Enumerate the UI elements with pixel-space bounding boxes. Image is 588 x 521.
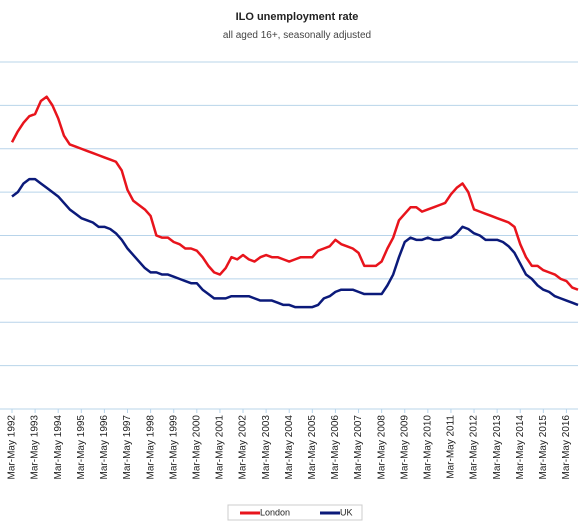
x-tick-label: Mar-May 2014 — [515, 415, 526, 480]
x-tick-label: Mar-May 2010 — [422, 415, 433, 480]
x-tick-label: Mar-May 2011 — [446, 415, 457, 479]
x-tick-label: Mar-May 2000 — [191, 415, 202, 480]
x-tick-label: Mar-May 2016 — [561, 415, 572, 480]
x-tick-label: Mar-May 2006 — [330, 415, 341, 480]
series-line — [10, 95, 579, 291]
x-tick-label: Mar-May 2009 — [399, 415, 410, 480]
x-tick-label: Mar-May 1994 — [53, 415, 64, 480]
x-tick-label: Mar-May 2001 — [215, 415, 226, 480]
x-tick-label: Mar-May 1992 — [7, 415, 18, 480]
x-tick-label: Mar-May 2005 — [307, 415, 318, 480]
x-tick-label: Mar-May 1999 — [168, 415, 179, 480]
x-tick-label: Mar-May 1995 — [76, 415, 87, 480]
legend-label: UK — [340, 507, 353, 517]
x-tick-label: Mar-May 2012 — [469, 415, 480, 480]
x-tick-label: Mar-May 2013 — [492, 415, 503, 480]
x-tick-label: Mar-May 2002 — [238, 415, 249, 480]
x-tick-label: Mar-May 1997 — [122, 415, 133, 480]
x-tick-label: Mar-May 2008 — [376, 415, 387, 480]
x-tick-label: Mar-May 1998 — [145, 415, 156, 480]
x-tick-label: Mar-May 2015 — [538, 415, 549, 480]
x-tick-label: Mar-May 2003 — [261, 415, 272, 480]
x-tick-label: Mar-May 2004 — [284, 415, 295, 480]
chart-subtitle: all aged 16+, seasonally adjusted — [223, 30, 371, 41]
x-tick-label: Mar-May 2007 — [353, 415, 364, 480]
chart-title: ILO unemployment rate — [236, 11, 359, 23]
legend-label: London — [260, 507, 290, 517]
x-tick-label: Mar-May 1993 — [30, 415, 41, 480]
series-line — [11, 177, 579, 309]
legend-box — [227, 504, 363, 521]
x-tick-label: Mar-May 1996 — [99, 415, 110, 480]
